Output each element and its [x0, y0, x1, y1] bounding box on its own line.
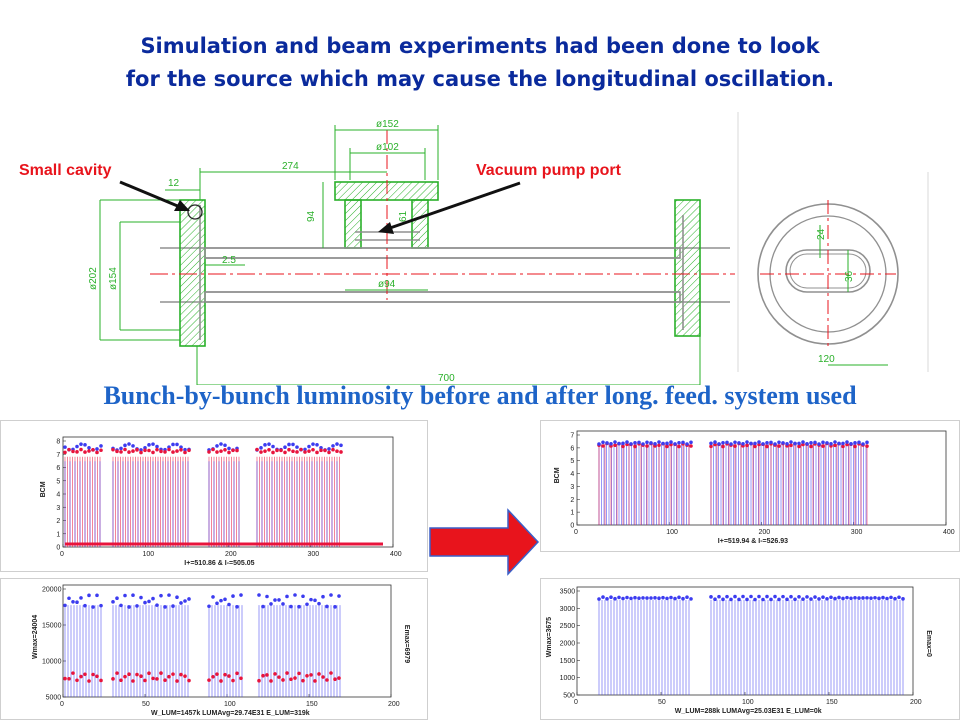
dimension-labels: ø152 ø102 274 12 94 61 2.5 ø94 ø202 ø154…: [88, 119, 455, 384]
dim-d24: 24: [816, 228, 827, 240]
dim-d154: ø154: [108, 267, 119, 290]
y-tick-label: 3500: [560, 589, 576, 596]
luminosity-heading: Bunch-by-bunch luminosity before and aft…: [103, 381, 857, 410]
dim-d274: 274: [282, 161, 299, 172]
dim-d36: 36: [844, 270, 855, 282]
annotation-arrows: [119, 180, 521, 234]
small-cavity-circle: [187, 204, 203, 220]
pipe-outline: [160, 181, 730, 347]
x-tick-label: 300: [851, 529, 863, 536]
vacuum-pump-port-label: Vacuum pump port: [476, 162, 621, 179]
y-tick-label: 3: [570, 484, 574, 491]
y-tick-label: 6: [56, 465, 60, 472]
x-tick-label: 0: [574, 699, 578, 706]
y-axis-label: Wmax=3675: [546, 617, 553, 657]
x-tick-label: 100: [143, 551, 155, 558]
y-tick-label: 5: [56, 478, 60, 485]
x-tick-label: 100: [742, 699, 754, 706]
x-tick-label: 150: [306, 701, 318, 708]
y-tick-label: 5: [570, 458, 574, 465]
plot-before-top-svg: 0 100 200 300 400 0 1 2 3 4 5 6 7 8 BCM I+=510.86 & I-=…: [40, 436, 402, 567]
y-tick-label: 3000: [560, 606, 576, 613]
y-tick-label: 1000: [560, 675, 576, 682]
y-tick-label: 6: [570, 445, 574, 452]
right-axis-label: Emax=6979: [403, 625, 410, 663]
y-tick-label: 8: [56, 439, 60, 446]
x-tick-label: 300: [308, 551, 320, 558]
title-line-2: for the source which may cause the longi…: [125, 67, 835, 91]
dim-d120: 120: [818, 354, 835, 365]
x-tick-label: 200: [225, 551, 237, 558]
x-tick-label: 100: [224, 701, 236, 708]
dim-d94h: ø94: [378, 279, 396, 290]
dim-d700: 700: [438, 373, 455, 384]
plot-frame: [576, 586, 914, 696]
x-tick-label: 0: [60, 551, 64, 558]
x-tick-label: 150: [826, 699, 838, 706]
x-tick-label: 50: [658, 699, 666, 706]
plot-caption: W_LUM=1457k LUMAvg=29.74E31 E_LUM=319k: [151, 710, 310, 717]
y-tick-label: 0: [570, 523, 574, 530]
y-tick-label: 7: [56, 452, 60, 459]
side-view: 24 36 120: [737, 112, 929, 372]
y-tick-label: 2: [56, 518, 60, 525]
plot-before-bottom: 0 50 100 150 200 5000 10000 15000 20000 Wmax=2400…: [0, 578, 428, 720]
plot-before-bottom-svg: 0 50 100 150 200 5000 10000 15000 20000 Wmax=2400…: [32, 584, 410, 717]
dim-d12: 12: [168, 178, 180, 189]
y-tick-label: 15000: [42, 623, 62, 630]
y-tick-label: 5000: [46, 695, 62, 702]
y-tick-label: 4: [56, 492, 60, 499]
arrow-right-icon: [429, 508, 540, 576]
y-tick-label: 2: [570, 497, 574, 504]
dim-d152: ø152: [376, 119, 399, 130]
dim-d102: ø102: [376, 142, 399, 153]
x-tick-label: 50: [142, 701, 150, 708]
y-tick-label: 20000: [42, 587, 62, 594]
plot-after-bottom: 0 50 100 150 200 500 1000 1500 2000 2500 3000 3500 W…: [540, 578, 960, 720]
plot-after-top: 0 100 200 300 400 0 1 2 3 4 5 6 7 BCM I+=519.94 & I-=5…: [540, 420, 960, 552]
y-tick-label: 7: [570, 433, 574, 440]
y-tick-label: 2000: [560, 641, 576, 648]
dim-d61: 61: [398, 210, 409, 222]
dim-d25: 2.5: [222, 255, 236, 266]
x-tick-label: 0: [60, 701, 64, 708]
y-tick-label: 2500: [560, 623, 576, 630]
small-cavity-label: Small cavity: [19, 162, 112, 179]
plot-before-top: 0 100 200 300 400 0 1 2 3 4 5 6 7 8 BCM I+=510.86 & I-=…: [0, 420, 428, 572]
plot-caption: W_LUM=288k LUMAvg=25.03E31 E_LUM=0k: [675, 708, 822, 715]
y-tick-label: 500: [563, 693, 575, 700]
y-tick-label: 1: [56, 531, 60, 538]
plot-after-bottom-svg: 0 50 100 150 200 500 1000 1500 2000 2500 3000 3500 W…: [546, 586, 932, 715]
plot-caption: I+=510.86 & I-=505.05: [184, 560, 254, 567]
y-axis-label: BCM: [40, 481, 47, 497]
right-axis-label: Emax=0: [925, 630, 932, 657]
x-tick-label: 200: [910, 699, 922, 706]
x-tick-label: 100: [666, 529, 678, 536]
before-after-arrow: [428, 508, 540, 576]
x-tick-label: 400: [390, 551, 402, 558]
y-tick-label: 10000: [42, 659, 62, 666]
drawing-svg: ø152 ø102 274 12 94 61 2.5 ø94 ø202 ø154…: [88, 112, 929, 390]
y-tick-label: 1500: [560, 658, 576, 665]
dim-d94v: 94: [306, 210, 317, 222]
y-axis-label: Wmax=24004: [32, 615, 39, 659]
y-axis-label: BCM: [554, 467, 561, 483]
x-tick-label: 200: [759, 529, 771, 536]
x-tick-label: 0: [574, 529, 578, 536]
y-tick-label: 4: [570, 471, 574, 478]
y-tick-label: 1: [570, 510, 574, 517]
x-tick-label: 400: [943, 529, 955, 536]
y-tick-label: 0: [56, 545, 60, 552]
slide-title: Simulation and beam experiments had been…: [0, 30, 960, 96]
plot-after-top-svg: 0 100 200 300 400 0 1 2 3 4 5 6 7 BCM I+=519.94 & I-=5…: [554, 430, 955, 545]
title-line-1: Simulation and beam experiments had been…: [140, 34, 820, 58]
dim-d202: ø202: [88, 267, 99, 290]
plot-caption: I+=519.94 & I-=526.93: [718, 538, 788, 545]
x-tick-label: 200: [388, 701, 400, 708]
engineering-drawing: ø152 ø102 274 12 94 61 2.5 ø94 ø202 ø154…: [0, 105, 960, 390]
y-tick-label: 3: [56, 505, 60, 512]
